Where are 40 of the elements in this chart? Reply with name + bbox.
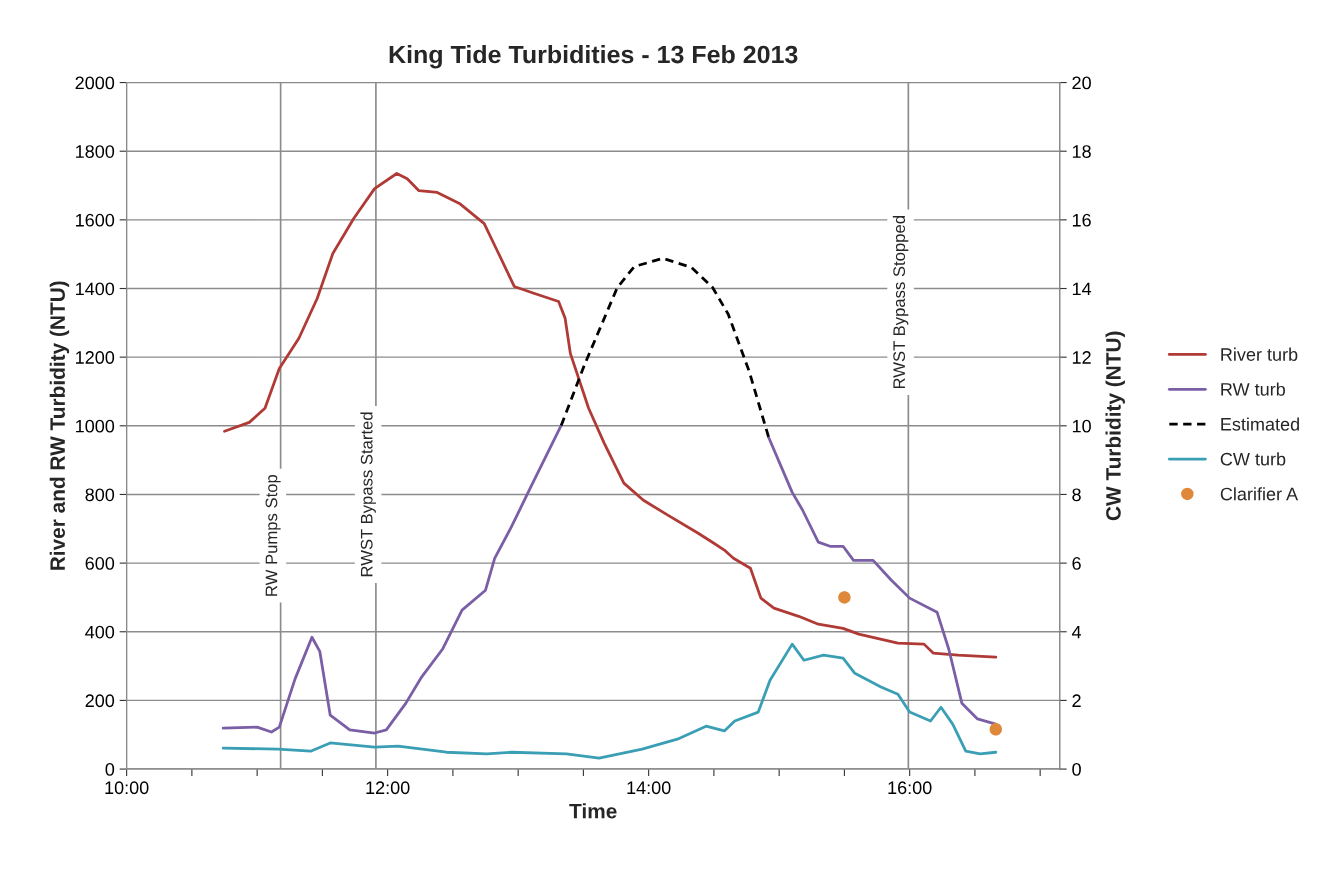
y2-tick-label: 10 <box>1072 419 1091 433</box>
y2-tick-label: 8 <box>1072 488 1081 502</box>
line-series <box>221 642 998 760</box>
y-tick-label: 200 <box>85 694 115 708</box>
y-tick-label: 1200 <box>76 351 115 364</box>
y2-tick-label: 18 <box>1072 145 1091 158</box>
x-tick-label: 16:00 <box>888 781 932 795</box>
y2-tick-label: 14 <box>1072 282 1092 296</box>
y-tick-label: 400 <box>85 625 115 639</box>
y2-tick-label: 4 <box>1071 625 1082 639</box>
ref-line-label: RWST Bypass Stopped <box>892 216 909 389</box>
y-tick-label: 600 <box>85 557 115 570</box>
x-tick-label: 14:00 <box>627 781 671 795</box>
y2-tick-label: 6 <box>1072 557 1081 570</box>
y2-tick-label: 2 <box>1072 694 1081 707</box>
y-axis-title: River and RW Turbidity (NTU) <box>49 281 70 570</box>
ref-line-label: RW Pumps Stop <box>265 474 281 596</box>
line-series <box>559 256 771 439</box>
x-axis-title: Time <box>569 803 617 819</box>
y-tick-label: 1400 <box>76 282 115 296</box>
y2-tick-label: 12 <box>1072 351 1091 364</box>
chart-title: King Tide Turbidities - 13 Feb 2013 <box>389 44 798 69</box>
y-tick-label: 800 <box>85 488 115 502</box>
y2-axis-title: CW Turbidity (NTU) <box>1105 331 1125 521</box>
y-tick-label: 0 <box>105 763 115 776</box>
legend-label: River turb <box>1221 347 1298 361</box>
x-tick-label: 10:00 <box>105 781 149 795</box>
y-tick-label: 1000 <box>76 419 115 433</box>
ref-line-label: RWST Bypass Started <box>360 412 376 577</box>
x-tick-label: 12:00 <box>366 781 410 795</box>
y2-tick-label: 16 <box>1072 213 1091 227</box>
legend-label: Clarifier A <box>1220 487 1299 501</box>
legend-label: CW turb <box>1220 452 1286 466</box>
y-tick-label: 1800 <box>76 145 115 158</box>
legend-label: Estimated <box>1221 417 1299 431</box>
y2-tick-label: 0 <box>1072 763 1081 776</box>
y-tick-label: 1600 <box>76 213 115 227</box>
legend-label: RW turb <box>1221 382 1285 396</box>
y2-tick-label: 20 <box>1072 76 1091 90</box>
y-tick-label: 2000 <box>75 76 115 90</box>
